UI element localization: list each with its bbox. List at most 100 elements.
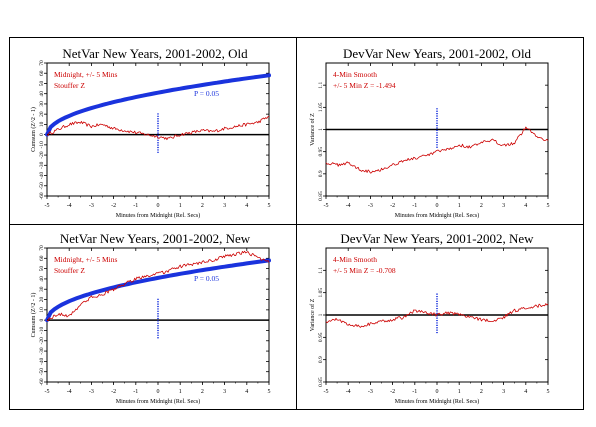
annotation: 4-Min Smooth [333, 70, 377, 79]
x-tick-label: -2 [111, 203, 116, 209]
y-tick-label: -60 [39, 192, 45, 200]
series-line [46, 115, 270, 141]
y-tick-label: -20 [39, 151, 45, 159]
x-tick-label: 1 [179, 203, 182, 209]
significance-envelope [45, 73, 271, 137]
annotation: +/- 5 Min Z = -0.708 [333, 266, 396, 275]
envelope-label: P = 0.05 [194, 274, 219, 283]
y-tick-label: 1 [318, 128, 324, 131]
x-tick-label: -1 [412, 389, 417, 395]
x-tick-label: 4 [524, 203, 527, 209]
x-tick-label: -2 [390, 203, 395, 209]
x-tick-label: -5 [324, 203, 329, 209]
x-tick-label: 2 [201, 203, 204, 209]
x-axis-label: Minutes from Midnight (Rel. Secs) [395, 398, 480, 405]
x-tick-label: -4 [346, 389, 351, 395]
chart-title: NetVar New Years, 2001-2002, New [60, 231, 251, 246]
y-tick-label: 60 [39, 70, 45, 76]
x-axis-label: Minutes from Midnight (Rel. Secs) [116, 212, 201, 219]
x-axis-label: Minutes from Midnight (Rel. Secs) [395, 212, 480, 219]
y-tick-label: -40 [39, 357, 45, 365]
x-tick-label: 4 [524, 389, 527, 395]
y-tick-label: 50 [39, 266, 45, 272]
y-tick-label: -30 [39, 347, 45, 355]
chart-title: DevVar New Years, 2001-2002, Old [343, 46, 532, 61]
y-tick-label: 60 [39, 255, 45, 261]
x-tick-label: 3 [502, 203, 505, 209]
x-tick-label: -3 [368, 389, 373, 395]
y-axis-label: Cumsum (Z^2 - 1) [30, 107, 37, 152]
x-tick-label: 5 [268, 203, 271, 209]
y-tick-label: -20 [39, 337, 45, 345]
x-axis-label: Minutes from Midnight (Rel. Secs) [116, 398, 201, 405]
x-tick-label: 1 [458, 203, 461, 209]
y-tick-label: -50 [39, 368, 45, 376]
x-tick-label: 1 [458, 389, 461, 395]
series-line [325, 126, 549, 174]
envelope-label: P = 0.05 [194, 89, 219, 98]
y-tick-label: 1 [318, 313, 324, 316]
x-tick-label: 2 [480, 203, 483, 209]
y-tick-label: 20 [39, 297, 45, 303]
x-tick-label: 2 [201, 389, 204, 395]
annotation: Stouffer Z [54, 81, 85, 90]
x-tick-label: 4 [245, 389, 248, 395]
x-tick-label: 1 [179, 389, 182, 395]
annotation: Stouffer Z [54, 266, 85, 275]
y-tick-label: 1.05 [318, 102, 324, 112]
x-tick-label: 3 [502, 389, 505, 395]
y-tick-label: 0.85 [318, 191, 324, 201]
x-tick-label: -4 [67, 389, 72, 395]
y-axis-label: Variance of Z [309, 298, 316, 331]
figure-frame [9, 37, 584, 410]
y-tick-label: 10 [39, 307, 45, 313]
x-tick-label: 4 [245, 203, 248, 209]
y-tick-label: 70 [39, 60, 45, 66]
x-tick-label: -5 [45, 203, 50, 209]
y-tick-label: 20 [39, 111, 45, 117]
y-tick-label: 1.1 [318, 267, 324, 274]
x-tick-label: -2 [390, 389, 395, 395]
x-tick-label: 3 [223, 389, 226, 395]
y-tick-label: -30 [39, 161, 45, 169]
y-tick-label: -60 [39, 378, 45, 386]
chart-title: DevVar New Years, 2001-2002, New [340, 231, 534, 246]
y-tick-label: 0.85 [318, 377, 324, 387]
x-tick-label: -4 [67, 203, 72, 209]
x-tick-label: 0 [436, 389, 439, 395]
chart-title: NetVar New Years, 2001-2002, Old [62, 46, 248, 61]
x-tick-label: -3 [368, 203, 373, 209]
series-line [325, 303, 549, 328]
x-tick-label: -4 [346, 203, 351, 209]
x-tick-label: 5 [268, 389, 271, 395]
x-tick-label: -2 [111, 389, 116, 395]
y-tick-label: 0 [39, 133, 45, 136]
x-tick-label: -1 [412, 203, 417, 209]
y-tick-label: 1.1 [318, 81, 324, 88]
y-tick-label: 50 [39, 80, 45, 86]
x-tick-label: 0 [157, 389, 160, 395]
y-tick-label: 30 [39, 101, 45, 107]
x-tick-label: -3 [89, 389, 94, 395]
y-tick-label: 0.9 [318, 170, 324, 177]
chart-netvar-new: NetVar New Years, 2001-2002, New -5 -4 -3 -2… [30, 231, 271, 405]
y-tick-label: 0.95 [318, 147, 324, 157]
y-tick-label: 0 [39, 319, 45, 322]
chart-netvar-old: NetVar New Years, 2001-2002, Old -5 -4 -3 -2… [30, 46, 271, 219]
series-line [46, 250, 270, 322]
x-tick-label: 0 [436, 203, 439, 209]
x-tick-label: 0 [157, 203, 160, 209]
chart-devvar-new: DevVar New Years, 2001-2002, New -5 -4 -3 -2… [309, 231, 550, 405]
x-tick-label: 5 [547, 389, 550, 395]
x-tick-label: -5 [324, 389, 329, 395]
y-tick-label: -50 [39, 182, 45, 190]
y-tick-label: -40 [39, 172, 45, 180]
chart-devvar-old: DevVar New Years, 2001-2002, Old -5 -4 -3 -2… [309, 46, 550, 219]
y-tick-label: 30 [39, 286, 45, 292]
x-tick-label: -5 [45, 389, 50, 395]
y-tick-label: -10 [39, 141, 45, 149]
y-tick-label: 40 [39, 91, 45, 97]
y-tick-label: -10 [39, 327, 45, 335]
y-tick-label: 10 [39, 121, 45, 127]
